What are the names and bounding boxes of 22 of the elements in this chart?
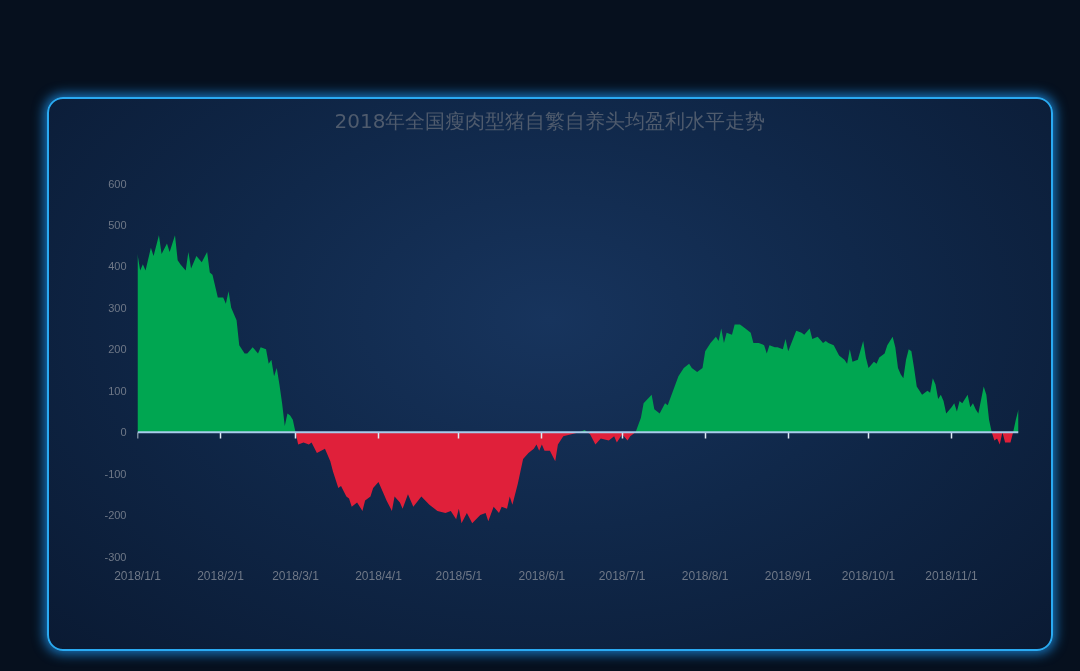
y-tick-label: 600 — [108, 177, 127, 190]
x-tick-label: 2018/1/1 — [114, 568, 162, 583]
y-tick-label: 200 — [108, 343, 127, 356]
y-tick-label: 300 — [108, 301, 127, 314]
x-tick-label: 2018/5/1 — [435, 568, 483, 583]
y-tick-label: -200 — [104, 509, 127, 522]
y-tick-label: 400 — [108, 260, 127, 273]
y-tick-label: 0 — [120, 426, 127, 439]
x-tick-label: 2018/10/1 — [841, 568, 896, 583]
x-tick-label: 2018/4/1 — [355, 568, 403, 583]
x-tick-label: 2018/6/1 — [518, 568, 566, 583]
x-tick-label: 2018/9/1 — [764, 568, 812, 583]
x-tick-label: 2018/3/1 — [272, 568, 320, 583]
x-tick-label: 2018/11/1 — [925, 568, 979, 583]
y-tick-label: -300 — [104, 550, 127, 563]
y-tick-label: -100 — [104, 467, 127, 480]
x-tick-label: 2018/2/1 — [197, 568, 245, 583]
y-tick-label: 100 — [108, 384, 127, 397]
x-tick-label: 2018/7/1 — [598, 568, 646, 583]
x-tick-label: 2018/8/1 — [681, 568, 729, 583]
chart-title: 2018年全国瘦肉型猪自繁自养头均盈利水平走势 — [334, 108, 766, 135]
y-tick-label: 500 — [108, 218, 127, 231]
